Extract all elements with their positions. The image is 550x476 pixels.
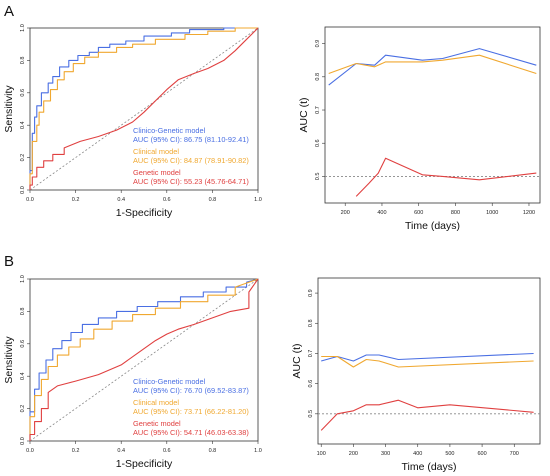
legend-entry-auc: AUC (95% CI): 76.70 (69.52-83.87) — [133, 386, 249, 395]
x-tick-label: 300 — [381, 451, 390, 457]
y-tick-label: 0.0 — [20, 437, 26, 445]
series-line-clinico-genetic-model — [29, 278, 259, 441]
legend-entry-auc: AUC (95% CI): 73.71 (66.22-81.20) — [133, 407, 249, 416]
y-tick-label: 0.6 — [20, 89, 26, 97]
x-tick-label: 0.8 — [209, 448, 217, 454]
series-line-genetic-model — [320, 399, 534, 431]
y-tick-label: 1.0 — [20, 24, 26, 32]
series-line-clinico-genetic-model — [328, 48, 537, 86]
x-axis-label: 1-Specificity — [116, 458, 173, 470]
x-tick-label: 0.2 — [72, 448, 80, 454]
plot-frame — [29, 278, 259, 442]
panel-label-a: A — [4, 3, 14, 20]
y-axis-label: AUC (t) — [291, 344, 303, 379]
series-line-clinical-model — [328, 54, 537, 75]
y-tick-label: 0.8 — [308, 319, 314, 327]
x-tick-label: 1.0 — [254, 197, 262, 203]
legend-entry-auc: AUC (95% CI): 55.23 (45.76-64.71) — [133, 177, 249, 186]
y-axis-label: Sensitivity — [3, 336, 15, 384]
y-tick-label: 0.9 — [308, 289, 314, 297]
plot-frame — [29, 27, 259, 191]
y-tick-label: 1.0 — [20, 275, 26, 283]
x-tick-label: 600 — [414, 210, 423, 216]
legend-entry-name: Genetic model — [133, 168, 181, 177]
x-tick-label: 800 — [451, 210, 460, 216]
diagonal-reference-line — [29, 27, 259, 191]
x-tick-label: 700 — [510, 451, 519, 457]
legend-entry-name: Clinical model — [133, 398, 179, 407]
y-tick-label: 0.0 — [20, 186, 26, 194]
y-tick-label: 0.5 — [315, 173, 321, 181]
y-tick-label: 0.5 — [308, 410, 314, 418]
x-tick-label: 100 — [317, 451, 326, 457]
x-tick-label: 1000 — [486, 210, 498, 216]
y-tick-label: 0.4 — [20, 372, 26, 380]
legend-entry-auc: AUC (95% CI): 84.87 (78.91-90.82) — [133, 156, 249, 165]
x-tick-label: 0.0 — [26, 197, 34, 203]
y-axis-label: Sensitivity — [3, 85, 15, 133]
series-line-clinical-model — [29, 27, 258, 190]
x-tick-label: 0.0 — [26, 448, 34, 454]
x-tick-label: 0.4 — [117, 448, 125, 454]
y-tick-label: 0.6 — [315, 139, 321, 147]
legend-entry-auc: AUC (95% CI): 54.71 (46.03-63.38) — [133, 428, 249, 437]
x-tick-label: 500 — [445, 451, 454, 457]
series-line-genetic-model — [29, 27, 259, 190]
x-tick-label: 600 — [477, 451, 486, 457]
series-line-clinico-genetic-model — [321, 352, 534, 362]
y-tick-label: 0.9 — [315, 40, 321, 48]
y-tick-label: 0.8 — [315, 73, 321, 81]
series-line-clinical-model — [29, 278, 259, 441]
x-tick-label: 400 — [377, 210, 386, 216]
x-tick-label: 0.2 — [72, 197, 80, 203]
x-tick-label: 0.6 — [163, 197, 171, 203]
y-tick-label: 0.4 — [20, 121, 26, 129]
legend-entry-name: Genetic model — [133, 419, 181, 428]
chart-a-roc: 0.0 0.2 0.4 0.6 0.8 1.0 0.0 0.2 0.4 0.6 0.8 1.0 1-Sp… — [3, 24, 262, 219]
chart-a-time-dependent-auc: 200 400 600 800 1000 1200 0.5 0.6 0.7 0.8 0.9 Time … — [298, 26, 541, 232]
x-tick-label: 1200 — [523, 210, 535, 216]
legend-entry-name: Clinico-Genetic model — [133, 126, 206, 135]
x-tick-label: 400 — [413, 451, 422, 457]
legend-entry-auc: AUC (95% CI): 86.75 (81.10-92.41) — [133, 135, 249, 144]
chart-b-time-dependent-auc: 100 200 300 400 500 600 700 0.5 0.6 0.7 0.8 0.9 Time… — [291, 277, 541, 473]
x-tick-label: 200 — [341, 210, 350, 216]
plot-frame — [317, 277, 541, 445]
chart-b-roc: 0.0 0.2 0.4 0.6 0.8 1.0 0.0 0.2 0.4 0.6 0.8 1.0 1-Sp… — [3, 275, 262, 470]
y-tick-label: 0.8 — [20, 308, 26, 316]
panel-label-b: B — [4, 253, 14, 270]
x-tick-label: 0.6 — [163, 448, 171, 454]
y-axis-label: AUC (t) — [298, 98, 310, 133]
legend-entry-name: Clinico-Genetic model — [133, 377, 206, 386]
series-line-genetic-model — [29, 278, 259, 441]
y-tick-label: 0.2 — [20, 154, 26, 162]
x-tick-label: 200 — [349, 451, 358, 457]
series-line-clinico-genetic-model — [29, 27, 258, 190]
charts-group: 0.0 0.2 0.4 0.6 0.8 1.0 0.0 0.2 0.4 0.6 0.8 1.0 1-Sp… — [3, 24, 541, 473]
y-tick-label: 0.8 — [20, 57, 26, 65]
x-tick-label: 1.0 — [254, 448, 262, 454]
x-tick-label: 0.8 — [209, 197, 217, 203]
y-tick-label: 0.7 — [315, 106, 321, 114]
x-axis-label: Time (days) — [401, 461, 456, 473]
plot-frame — [324, 26, 541, 204]
x-tick-label: 0.4 — [117, 197, 125, 203]
legend-entry-name: Clinical model — [133, 147, 179, 156]
x-axis-label: Time (days) — [405, 220, 460, 232]
y-tick-label: 0.7 — [308, 350, 314, 358]
series-line-clinical-model — [321, 355, 534, 368]
y-tick-label: 0.6 — [20, 340, 26, 348]
diagonal-reference-line — [29, 278, 259, 442]
y-tick-label: 0.2 — [20, 405, 26, 413]
x-axis-label: 1-Specificity — [116, 207, 173, 219]
series-line-genetic-model — [355, 157, 537, 197]
y-tick-label: 0.6 — [308, 380, 314, 388]
